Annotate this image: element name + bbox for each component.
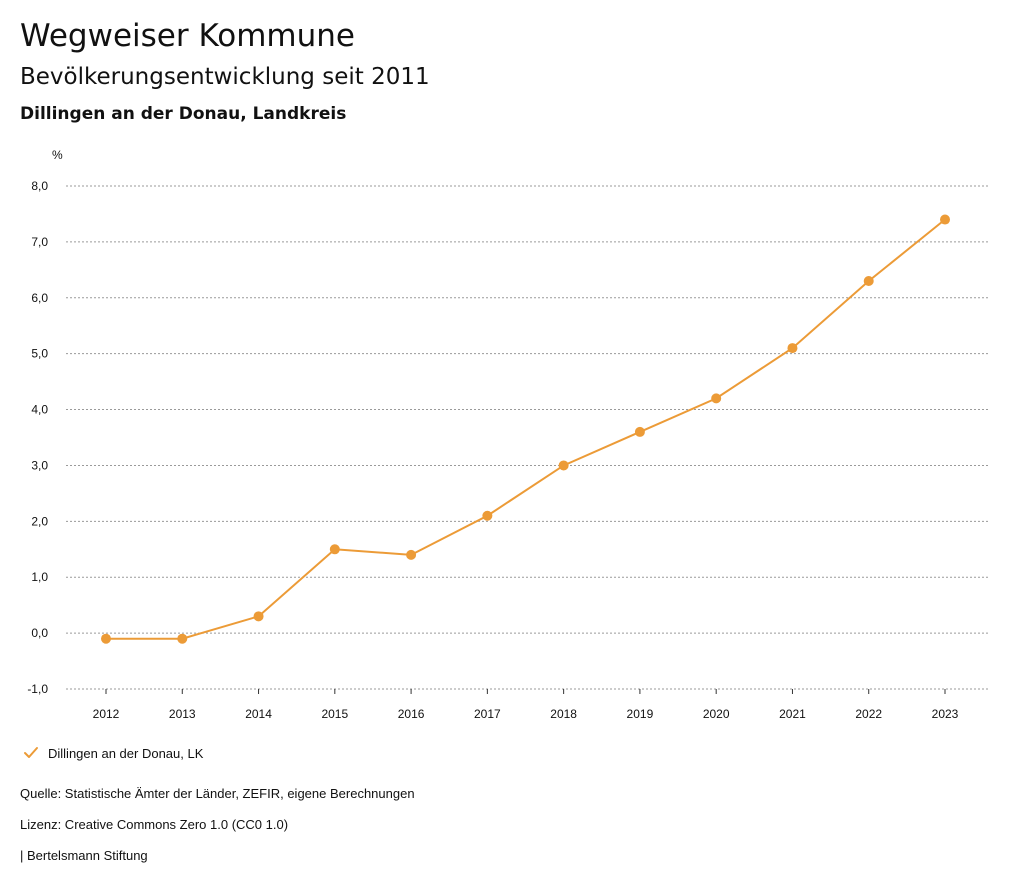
y-tick-label: 0,0 [31,626,48,640]
x-tick-label: 2021 [779,707,806,721]
data-point[interactable] [711,393,722,404]
series-line [106,218,946,640]
region-label: Dillingen an der Donau, Landkreis [20,104,347,124]
y-tick-label: 1,0 [31,570,48,584]
x-tick-label: 2022 [855,707,882,721]
x-tick-label: 2023 [932,707,959,721]
source-note: Quelle: Statistische Ämter der Länder, Z… [20,786,415,801]
data-point[interactable] [329,544,340,555]
y-tick-label: 6,0 [31,291,48,305]
data-point[interactable] [863,276,874,287]
data-point[interactable] [634,426,645,437]
data-point[interactable] [406,549,417,560]
x-tick-label: 2014 [245,707,272,721]
credit-note: | Bertelsmann Stiftung [20,848,148,863]
grid-lines [66,185,990,690]
y-tick-label: 4,0 [31,403,48,417]
x-tick-label: 2017 [474,707,501,721]
page-title: Wegweiser Kommune [20,18,355,54]
data-point[interactable] [940,214,950,225]
data-point[interactable] [482,510,493,521]
y-axis-ticks: -1,0 0,0 1,0 2,0 3,0 4,0 5,0 6,0 7,0 8,0 [27,179,48,696]
x-tick-label: 2020 [703,707,730,721]
series-group [101,214,950,644]
data-point[interactable] [101,633,111,644]
data-point[interactable] [253,611,264,622]
x-tick-label: 2018 [550,707,577,721]
x-tick-label: 2019 [627,707,654,721]
data-point[interactable] [558,460,569,471]
y-tick-label: -1,0 [27,682,48,696]
data-point[interactable] [787,343,798,354]
x-tick-label: 2013 [169,707,196,721]
x-tick-label: 2012 [93,707,120,721]
y-tick-label: 5,0 [31,347,48,361]
chart-legend[interactable]: Dillingen an der Donau, LK [22,744,203,762]
x-tick-label: 2016 [398,707,425,721]
chart-subtitle: Bevölkerungsentwicklung seit 2011 [20,64,430,90]
x-axis-ticks: 2012 2013 2014 2015 2016 2017 2018 2019 2020 2021… [93,689,959,721]
check-icon [24,747,38,758]
line-chart: % -1,00,01,02,03,04,05,06,07,08,0 2012 20… [27,148,990,721]
legend-label: Dillingen an der Donau, LK [48,745,204,761]
y-tick-label: 8,0 [31,179,48,193]
x-tick-label: 2015 [321,707,348,721]
y-tick-label: 3,0 [31,458,48,472]
y-tick-label: 7,0 [31,235,48,249]
y-tick-label: 2,0 [31,514,48,528]
data-point[interactable] [177,633,188,644]
y-axis-unit: % [52,148,63,162]
license-note: Lizenz: Creative Commons Zero 1.0 (CC0 1… [20,817,289,832]
